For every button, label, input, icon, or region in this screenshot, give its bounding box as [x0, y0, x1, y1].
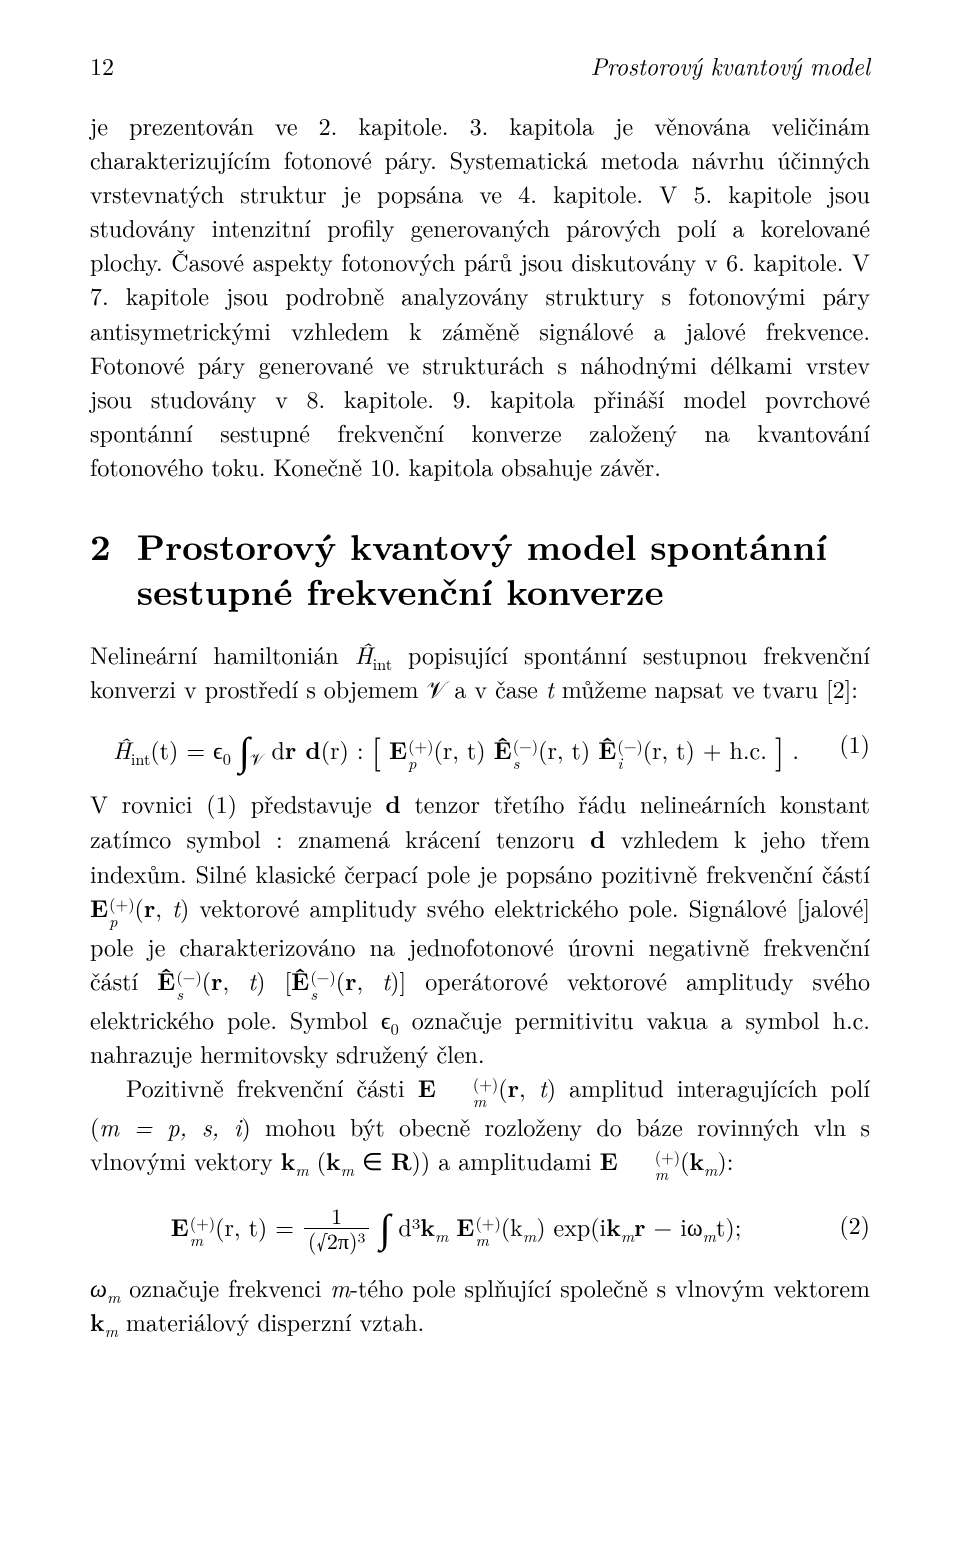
text: t);	[716, 1209, 741, 1243]
sub-m: m	[435, 1224, 448, 1247]
E: E	[389, 733, 407, 767]
equation-2-number: (2)	[822, 1207, 870, 1241]
text: (t) = ϵ	[150, 732, 222, 766]
arg: (r, t)	[538, 732, 590, 766]
equation-2-body: E(+)m(r, t) = 1 (√2π)³ ∫ d³km E(+)m(km) …	[90, 1192, 822, 1256]
section-heading: 2 Prostorový kvantový model spontánní se…	[90, 523, 870, 613]
k: k	[326, 1144, 341, 1178]
sub-m: m	[341, 1158, 354, 1181]
equation-1-body: Ĥint(t) = ϵ0 ∫𝒱 dr d(r) : [ E(+)p(r, t) …	[90, 715, 822, 772]
text: ) a amplitudami	[421, 1143, 600, 1177]
in-symbol: ∈	[354, 1143, 391, 1177]
sub-m: m	[105, 1318, 118, 1341]
sub: m	[190, 1228, 203, 1251]
arg: (r, t)	[643, 732, 695, 766]
text: :	[727, 1143, 734, 1177]
closing-paragraph: ωm označuje frekvenci m-tého pole splňuj…	[90, 1270, 870, 1339]
sub: p	[408, 751, 416, 774]
section-title-line-2: sestupné frekvenční konverze	[137, 564, 664, 616]
text: materiálový disperzní vztah.	[118, 1304, 424, 1338]
k: k	[281, 1144, 296, 1178]
E: E	[600, 1144, 618, 1178]
section-number: 2	[90, 523, 137, 613]
E: E	[90, 891, 108, 925]
int-domain: 𝒱	[250, 747, 264, 770]
m-var: m	[330, 1270, 350, 1304]
m-list: m = p, s, i	[99, 1109, 241, 1143]
bold-r-d: r d	[285, 733, 321, 767]
running-head: 12 Prostorový kvantový model	[90, 48, 870, 82]
sub-m: m	[295, 1158, 308, 1181]
text: d	[271, 732, 284, 766]
text: Pozitivně frekvenční části	[126, 1070, 418, 1104]
k: k	[420, 1210, 435, 1244]
text: :	[349, 732, 372, 766]
integral-icon: ∫	[239, 720, 250, 777]
page-number: 12	[90, 48, 114, 82]
text: (r, t) =	[215, 1209, 302, 1243]
equation-2: E(+)m(r, t) = 1 (√2π)³ ∫ d³km E(+)m(km) …	[90, 1192, 870, 1256]
text: V rovnici (1) představuje	[90, 786, 385, 820]
sub-m: m	[703, 1224, 716, 1247]
E: E	[418, 1071, 436, 1105]
text: (r)	[321, 732, 349, 766]
text: (	[309, 1143, 326, 1177]
equation-1: Ĥint(t) = ϵ0 ∫𝒱 dr d(r) : [ E(+)p(r, t) …	[90, 715, 870, 772]
H-hat: Ĥ	[355, 637, 373, 671]
text: označuje frekvenci	[120, 1270, 330, 1304]
text: exp(i	[554, 1209, 607, 1243]
sub: i	[617, 751, 622, 774]
E-hat: Ê	[291, 964, 309, 998]
text: -tého pole splňující společně s vlnovým …	[350, 1270, 870, 1304]
intro-paragraph: je prezentován ve 2. kapitole. 3. kapito…	[90, 108, 870, 483]
R-bold: R	[391, 1144, 412, 1178]
hamiltonian-intro: Nelineární hamiltonián Ĥint popisující s…	[90, 637, 870, 705]
text: )³	[349, 1225, 365, 1256]
text: )	[536, 1209, 545, 1243]
sub: s	[513, 751, 520, 774]
t-var: t	[546, 671, 554, 705]
d-tensor: d	[385, 787, 400, 821]
sub-m: m	[621, 1224, 634, 1247]
text: Nelineární hamiltonián	[90, 637, 355, 671]
sub: 0	[223, 747, 231, 770]
E-hat: Ê	[157, 964, 175, 998]
text: − iω	[646, 1209, 703, 1243]
text: d³	[398, 1209, 420, 1243]
page: 12 Prostorový kvantový model je prezento…	[0, 0, 960, 1550]
text: + h.c.	[703, 732, 767, 766]
arg: (r, t)	[433, 732, 485, 766]
k: k	[90, 1305, 105, 1339]
decomposition-paragraph: Pozitivně frekvenční části E(+)m(r, t) a…	[90, 1070, 870, 1182]
E-hat: Ê	[494, 733, 512, 767]
equation-1-number: (1)	[822, 726, 870, 760]
running-title: Prostorový kvantový model	[591, 48, 870, 82]
bracket-close-icon: ]	[775, 725, 784, 773]
sub-m: m	[523, 1224, 536, 1247]
E: E	[456, 1210, 474, 1244]
fraction: 1 (√2π)³	[304, 1204, 370, 1253]
sub: int	[131, 747, 151, 770]
integral-icon: ∫	[379, 1197, 390, 1254]
d-tensor: d	[590, 822, 605, 856]
sym: Ĥ	[113, 732, 131, 766]
after-eq1-paragraph: V rovnici (1) představuje d tenzor třetí…	[90, 786, 870, 1070]
r-bold: r	[634, 1210, 645, 1244]
E-hat: Ê	[598, 733, 616, 767]
k: k	[606, 1210, 621, 1244]
E: E	[171, 1210, 189, 1244]
omega: ω	[90, 1270, 107, 1304]
sub: m	[475, 1228, 488, 1251]
bracket-open-icon: [	[371, 725, 380, 773]
sqrt-2pi: √2π	[316, 1225, 349, 1256]
text: (k	[501, 1209, 523, 1243]
text: můžeme napsat ve tvaru [2]:	[554, 671, 858, 705]
